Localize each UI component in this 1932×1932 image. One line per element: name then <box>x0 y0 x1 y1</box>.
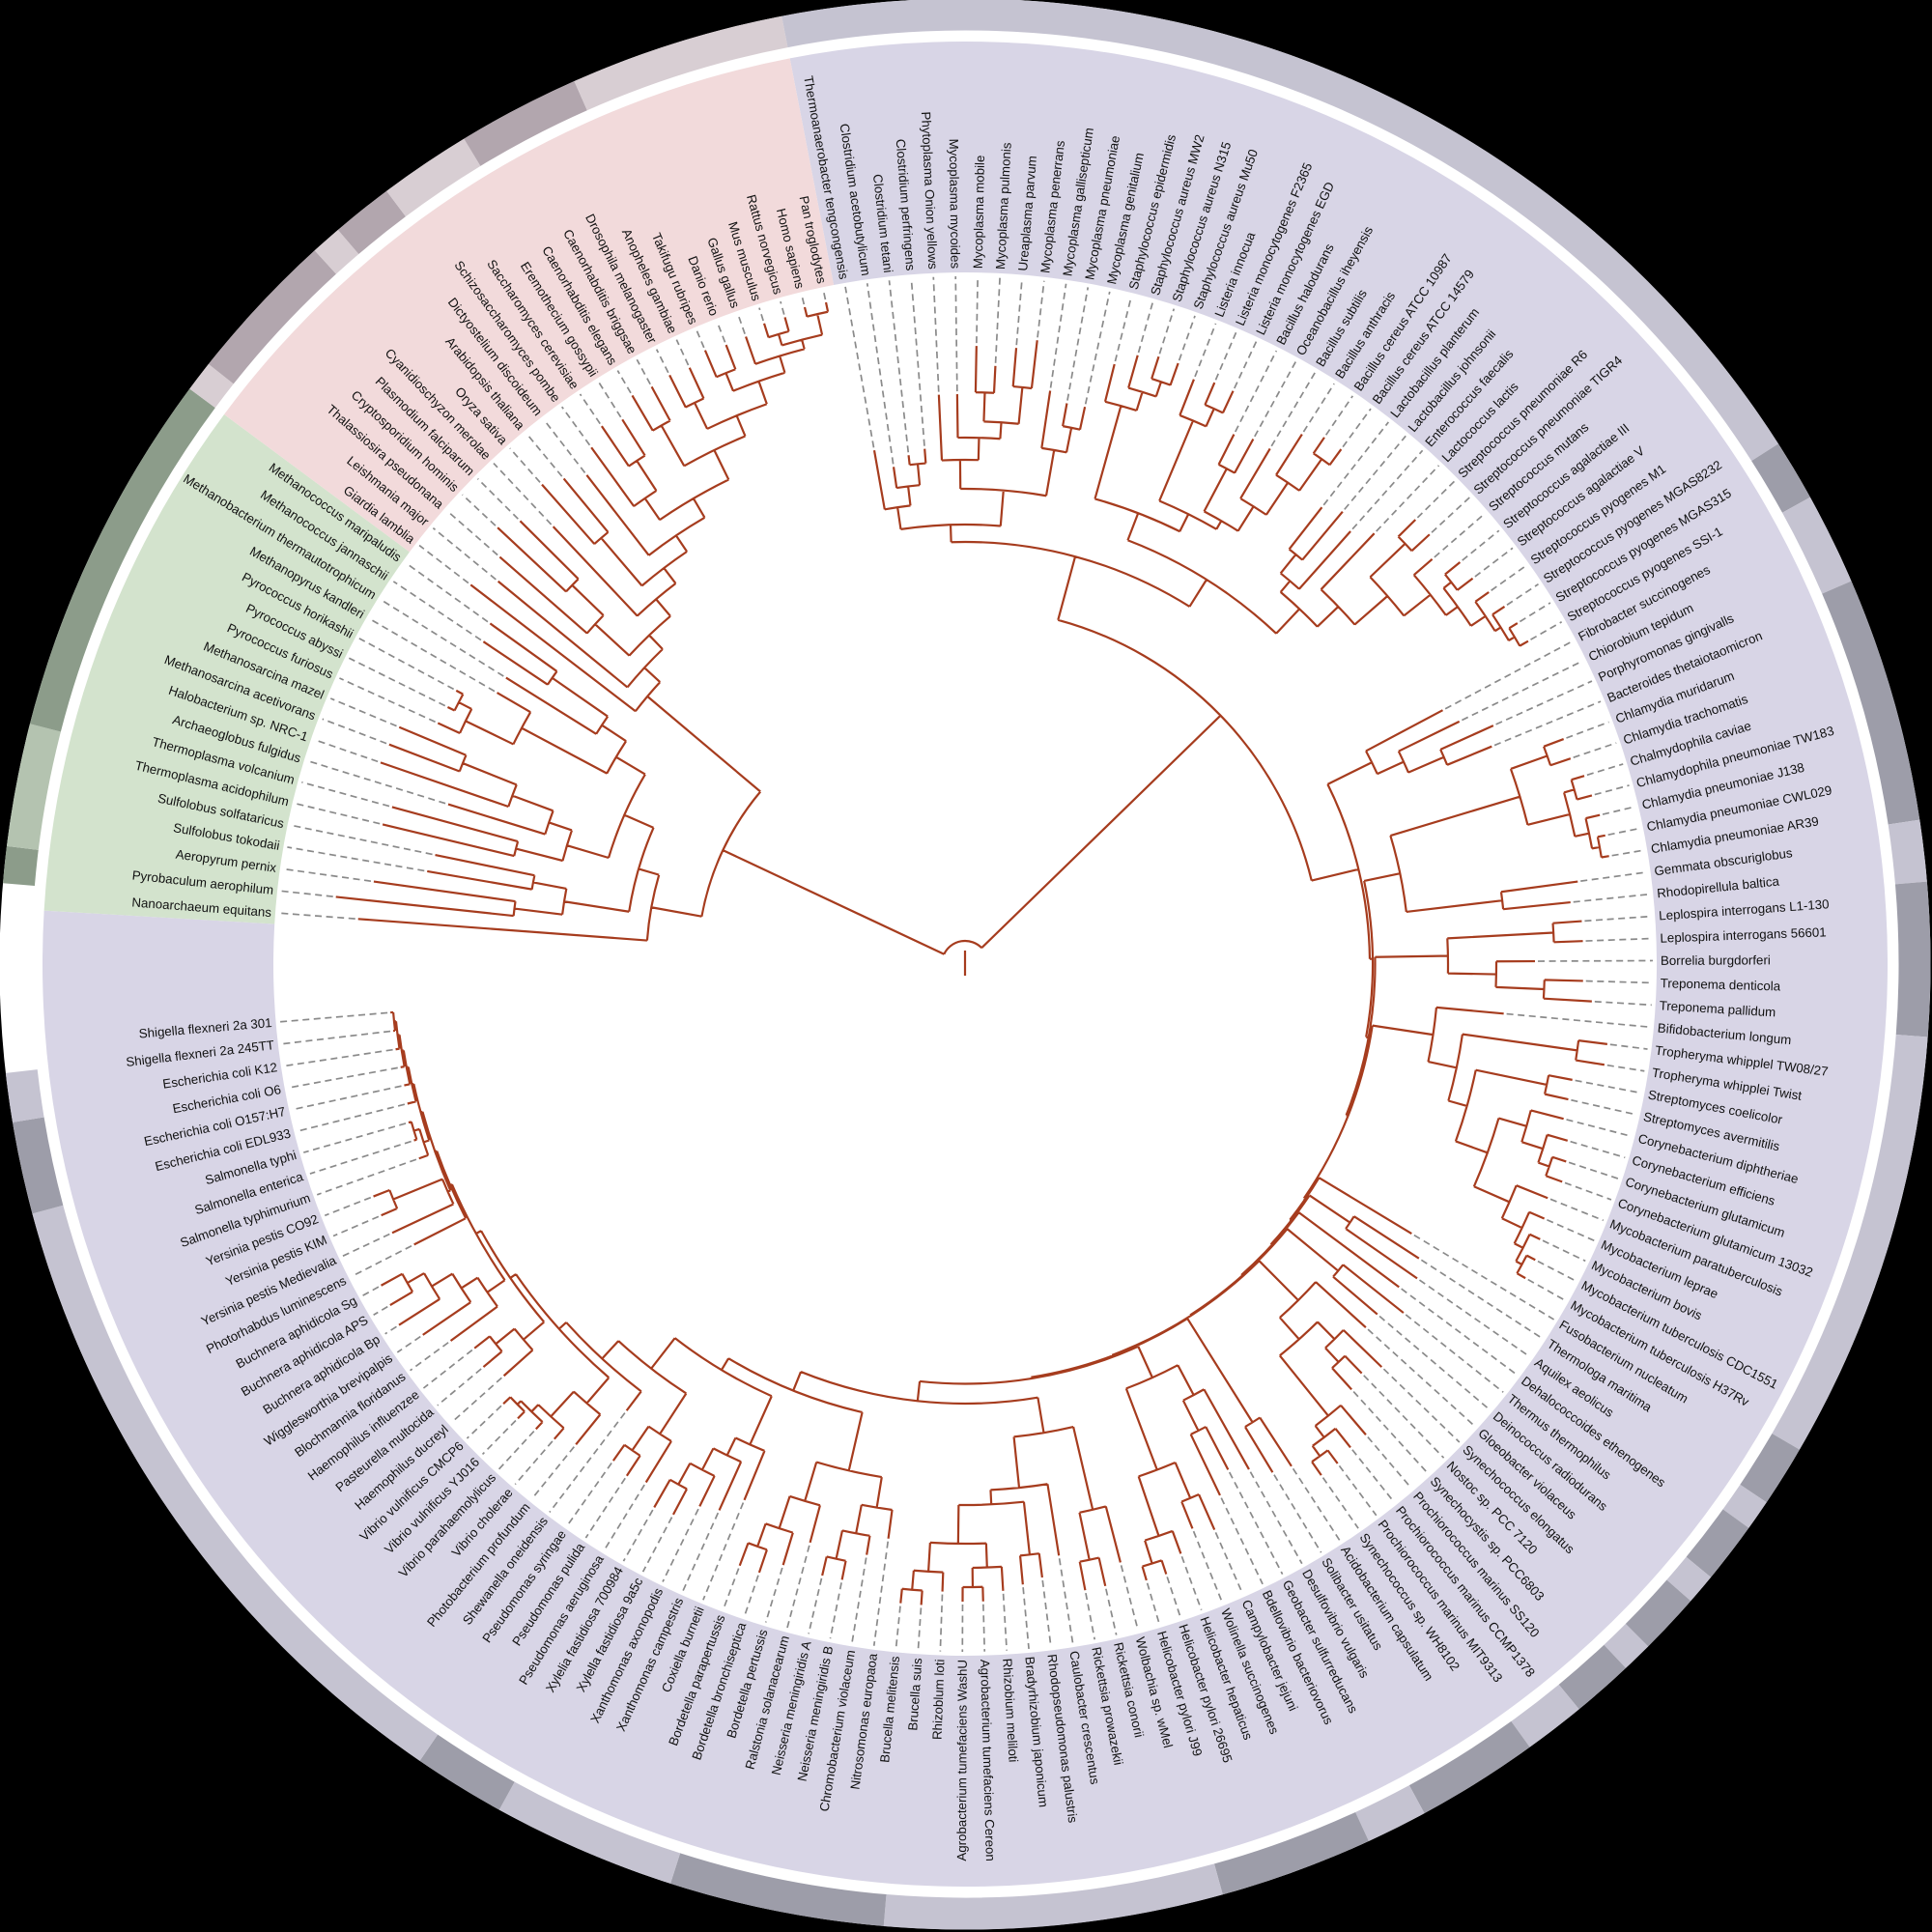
svg-text:Borrelia burgdorferi: Borrelia burgdorferi <box>1661 952 1771 968</box>
svg-text:Mycoplasma pulmonis: Mycoplasma pulmonis <box>993 142 1014 270</box>
svg-text:Phytoplasma Onion yellows: Phytoplasma Onion yellows <box>919 111 940 270</box>
svg-text:Rhizobium meliloti: Rhizobium meliloti <box>1000 1658 1021 1763</box>
svg-text:Mycoplasma mobile: Mycoplasma mobile <box>971 156 987 270</box>
svg-text:Agrobacterium tumefaciens Wash: Agrobacterium tumefaciens WashU <box>954 1660 970 1861</box>
svg-text:Treponema pallidum: Treponema pallidum <box>1659 998 1776 1019</box>
svg-text:Rhizoblum loti: Rhizoblum loti <box>930 1659 948 1740</box>
svg-text:Mycoplasma mycoides: Mycoplasma mycoides <box>947 138 963 269</box>
svg-text:Brucella suis: Brucella suis <box>905 1657 924 1731</box>
svg-text:Leplospira interrogans 56601: Leplospira interrogans 56601 <box>1660 924 1827 945</box>
svg-text:Agrobacterium tumefaciens Cere: Agrobacterium tumefaciens Cereon <box>978 1659 998 1861</box>
svg-text:Treponema denticola: Treponema denticola <box>1661 976 1781 993</box>
